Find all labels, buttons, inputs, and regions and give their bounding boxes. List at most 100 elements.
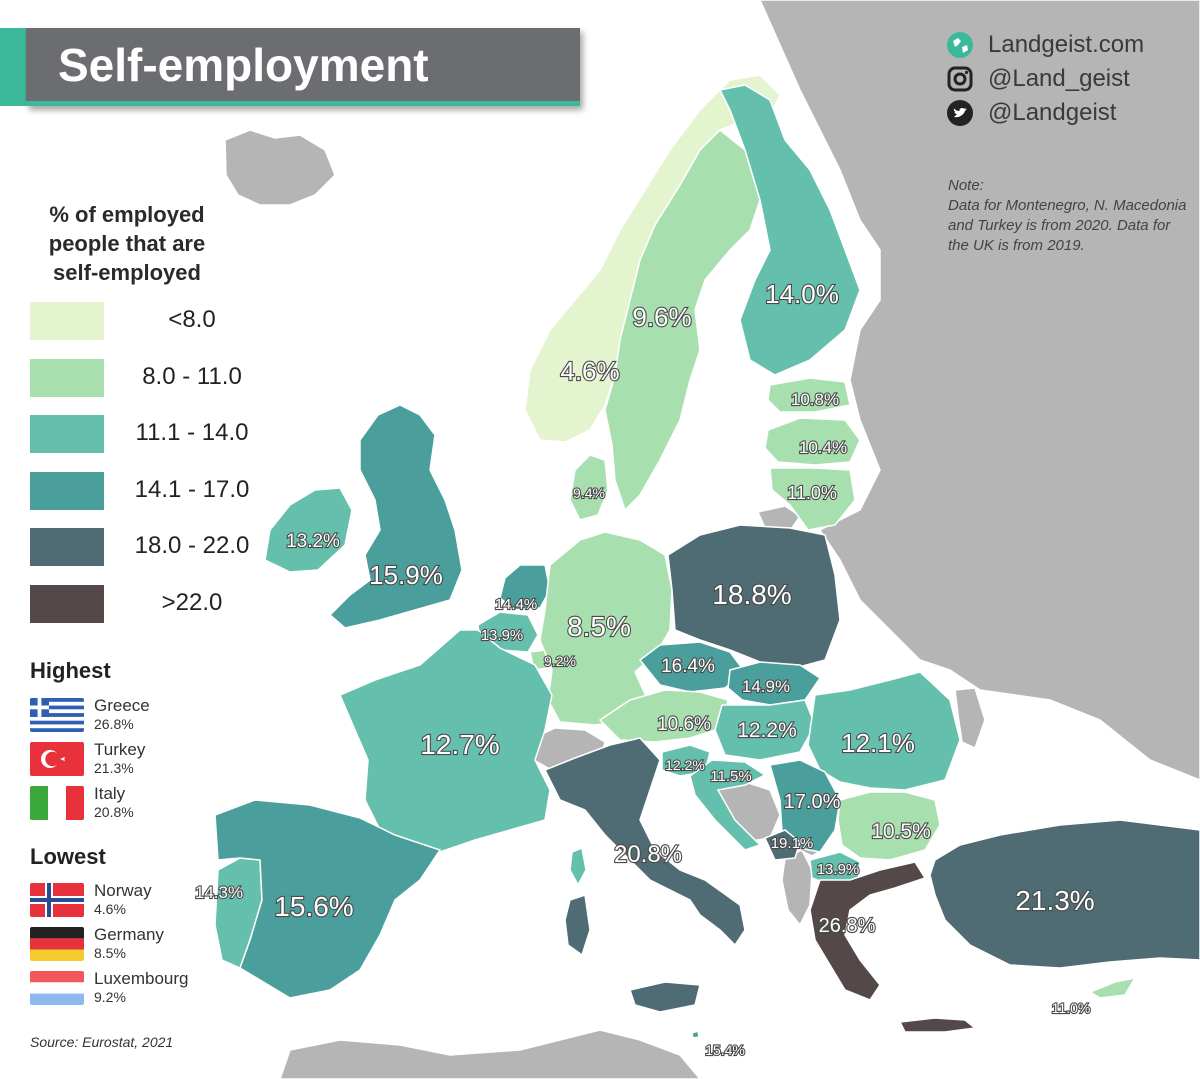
north-macedonia-value-label: 13.9% <box>817 861 860 878</box>
croatia-shape <box>689 759 767 851</box>
italy-flag <box>30 786 84 820</box>
turkey-shape <box>929 819 1200 969</box>
lithuania-shape <box>769 467 856 531</box>
lithuania-value-label: 11.0% <box>787 483 837 503</box>
instagram-icon <box>947 66 973 92</box>
rank-country-value: 21.3% <box>94 760 134 776</box>
legend-swatch <box>30 471 104 510</box>
portugal-value-label: 14.3% <box>195 883 243 902</box>
sardinia-shape <box>564 894 591 957</box>
rank-country-value: 26.8% <box>94 716 134 732</box>
finland-value-label: 14.0% <box>765 279 839 309</box>
germany-flag <box>30 927 84 961</box>
rank-country-value: 8.5% <box>94 945 126 961</box>
country-shapes <box>214 74 1200 1039</box>
norway-value-label: 4.6% <box>560 356 619 386</box>
montenegro-shape <box>763 829 801 861</box>
crete-shape <box>898 1017 977 1033</box>
germany-shape <box>539 531 673 726</box>
italy-shape <box>543 737 746 947</box>
legend-title-line: self-employed <box>53 260 201 285</box>
france-shape <box>339 629 553 853</box>
social-twitter[interactable]: @Landgeist <box>946 96 1144 130</box>
poland-value-label: 18.8% <box>712 579 791 610</box>
slovakia-value-label: 14.9% <box>742 677 790 696</box>
hungary-value-label: 12.2% <box>737 719 797 742</box>
greece-flag <box>30 698 84 732</box>
legend-title-line: % of employed <box>49 202 205 227</box>
netherlands-value-label: 14.4% <box>495 596 538 613</box>
map-value-labels: 4.6% 9.6% 14.0% 10.8% 10.4% 11.0% 9.4% 13.2% 15.… <box>194 278 1096 1059</box>
turkey-value-label: 21.3% <box>1015 885 1094 916</box>
legend-swatch <box>30 528 104 566</box>
greece-shape <box>809 861 927 1001</box>
title-panel <box>26 28 580 106</box>
kaliningrad-shape <box>756 505 802 529</box>
social-website[interactable]: Landgeist.com <box>946 28 1144 62</box>
twitter-icon <box>947 100 973 126</box>
cyprus-shape <box>1088 976 1137 999</box>
cyprus-value-label: 11.0% <box>1052 1000 1091 1016</box>
title-banner: Self-employment <box>0 28 580 106</box>
legend-label: >22.0 <box>161 588 223 616</box>
denmark-value-label: 9.4% <box>573 485 605 501</box>
north-africa-shape <box>279 1029 701 1079</box>
page-title: Self-employment <box>58 39 429 91</box>
montenegro-value-label: 19.1% <box>771 835 814 852</box>
corsica-shape <box>569 846 587 887</box>
germany-value-label: 8.5% <box>567 611 631 642</box>
legend-label: 14.1 - 17.0 <box>134 475 250 503</box>
spain-value-label: 15.6% <box>274 891 353 922</box>
legend-swatch <box>30 302 104 340</box>
rank-country-value: 9.2% <box>94 989 126 1005</box>
spain-shape <box>214 799 442 999</box>
social-twitter-text: @Landgeist <box>988 99 1117 126</box>
ireland-value-label: 13.2% <box>286 531 340 552</box>
legend-label: 11.1 - 14.0 <box>135 419 249 446</box>
albania-shape <box>781 849 813 927</box>
highest-heading: Highest <box>30 658 111 683</box>
malta-value-label: 15.4% <box>705 1042 745 1058</box>
legend-swatch <box>30 415 104 453</box>
latvia-value-label: 10.4% <box>799 438 847 457</box>
bulgaria-value-label: 10.5% <box>871 820 931 843</box>
romania-value-label: 12.1% <box>841 728 915 758</box>
iceland-shape <box>224 129 336 206</box>
social-instagram[interactable]: @Land_geist <box>946 62 1144 96</box>
legend-swatch <box>30 358 104 397</box>
moldova-shape <box>954 687 986 750</box>
legend-label: 8.0 - 11.0 <box>142 362 242 390</box>
italy-value-label: 20.8% <box>614 841 682 868</box>
data-note: Note: Data for Montenegro, N. Macedonia … <box>948 176 1188 256</box>
norway-flag <box>30 883 84 917</box>
legend-label: <8.0 <box>168 306 216 333</box>
belgium-value-label: 13.9% <box>481 627 524 644</box>
rank-country-value: 20.8% <box>94 804 134 820</box>
serbia-shape <box>769 759 841 853</box>
data-note-label: Note: <box>948 177 984 194</box>
social-instagram-text: @Land_geist <box>988 65 1130 92</box>
rank-country-name: Norway <box>94 881 152 900</box>
legend-title: % of employed people that are self-emplo… <box>22 200 232 287</box>
croatia-value-label: 11.5% <box>710 768 751 785</box>
france-value-label: 12.7% <box>420 729 499 760</box>
social-links: Landgeist.com @Land_geist @Landgeist <box>946 28 1144 130</box>
estonia-shape <box>767 377 851 413</box>
sicily-shape <box>629 981 701 1013</box>
austria-value-label: 10.6% <box>657 714 711 735</box>
malta-shape <box>691 1030 700 1039</box>
czechia-value-label: 16.4% <box>661 656 715 677</box>
poland-shape <box>667 524 841 669</box>
legend-label: 18.0 - 22.0 <box>134 532 250 559</box>
sweden-shape <box>604 128 761 512</box>
finland-shape <box>718 84 861 376</box>
latvia-shape <box>764 417 861 466</box>
rank-country-name: Luxembourg <box>94 969 189 988</box>
denmark-shape <box>569 454 609 521</box>
ireland-shape <box>264 487 353 573</box>
rank-country-name: Greece <box>94 696 150 715</box>
serbia-value-label: 17.0% <box>784 791 841 813</box>
luxembourg-flag <box>30 971 84 1005</box>
